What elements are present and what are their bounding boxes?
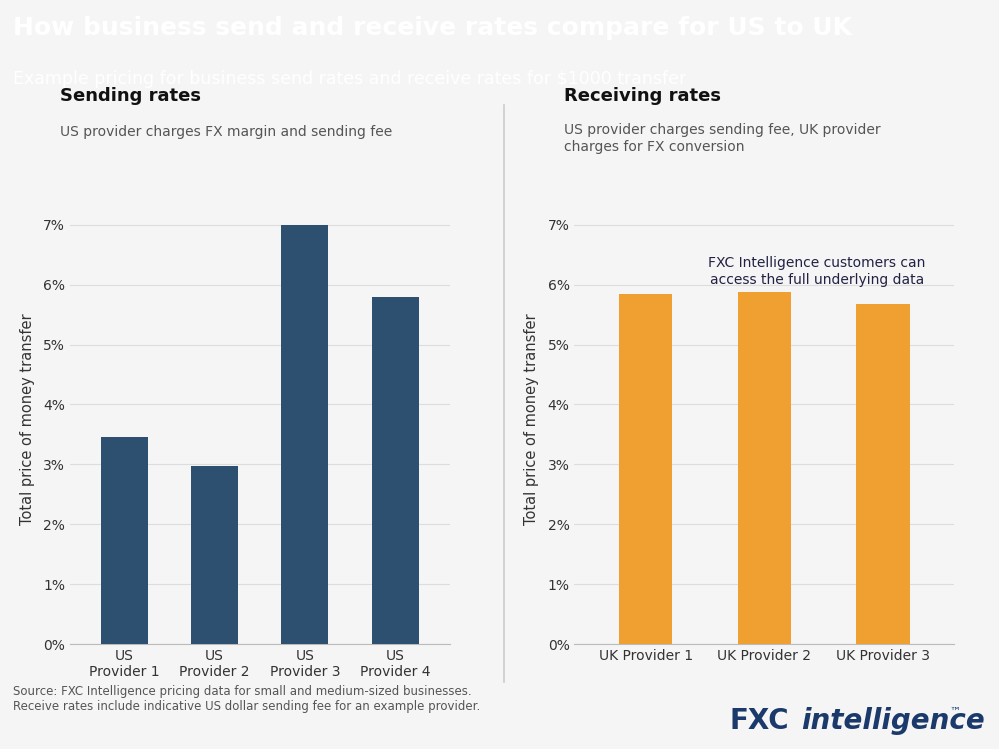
Bar <box>737 292 791 644</box>
Text: Sending rates: Sending rates <box>60 87 201 105</box>
Text: Example pricing for business send rates and receive rates for $1000 transfer: Example pricing for business send rates … <box>13 70 686 88</box>
Text: Receiving rates: Receiving rates <box>564 87 721 105</box>
Bar <box>191 466 238 644</box>
Text: FXC: FXC <box>729 706 789 735</box>
Bar <box>372 297 419 644</box>
Bar <box>282 225 329 644</box>
Bar <box>619 294 672 644</box>
Y-axis label: Total price of money transfer: Total price of money transfer <box>20 314 35 525</box>
Text: US provider charges FX margin and sending fee: US provider charges FX margin and sendin… <box>60 124 393 139</box>
Text: US provider charges sending fee, UK provider
charges for FX conversion: US provider charges sending fee, UK prov… <box>564 124 881 154</box>
Text: How business send and receive rates compare for US to UK: How business send and receive rates comp… <box>13 16 852 40</box>
Text: intelligence: intelligence <box>801 706 985 735</box>
Text: Source: FXC Intelligence pricing data for small and medium-sized businesses.
Rec: Source: FXC Intelligence pricing data fo… <box>13 685 481 713</box>
Text: ™: ™ <box>949 706 960 717</box>
Bar <box>101 437 148 644</box>
Bar <box>856 304 909 644</box>
Y-axis label: Total price of money transfer: Total price of money transfer <box>524 314 539 525</box>
Text: FXC Intelligence customers can
access the full underlying data: FXC Intelligence customers can access th… <box>708 256 925 287</box>
